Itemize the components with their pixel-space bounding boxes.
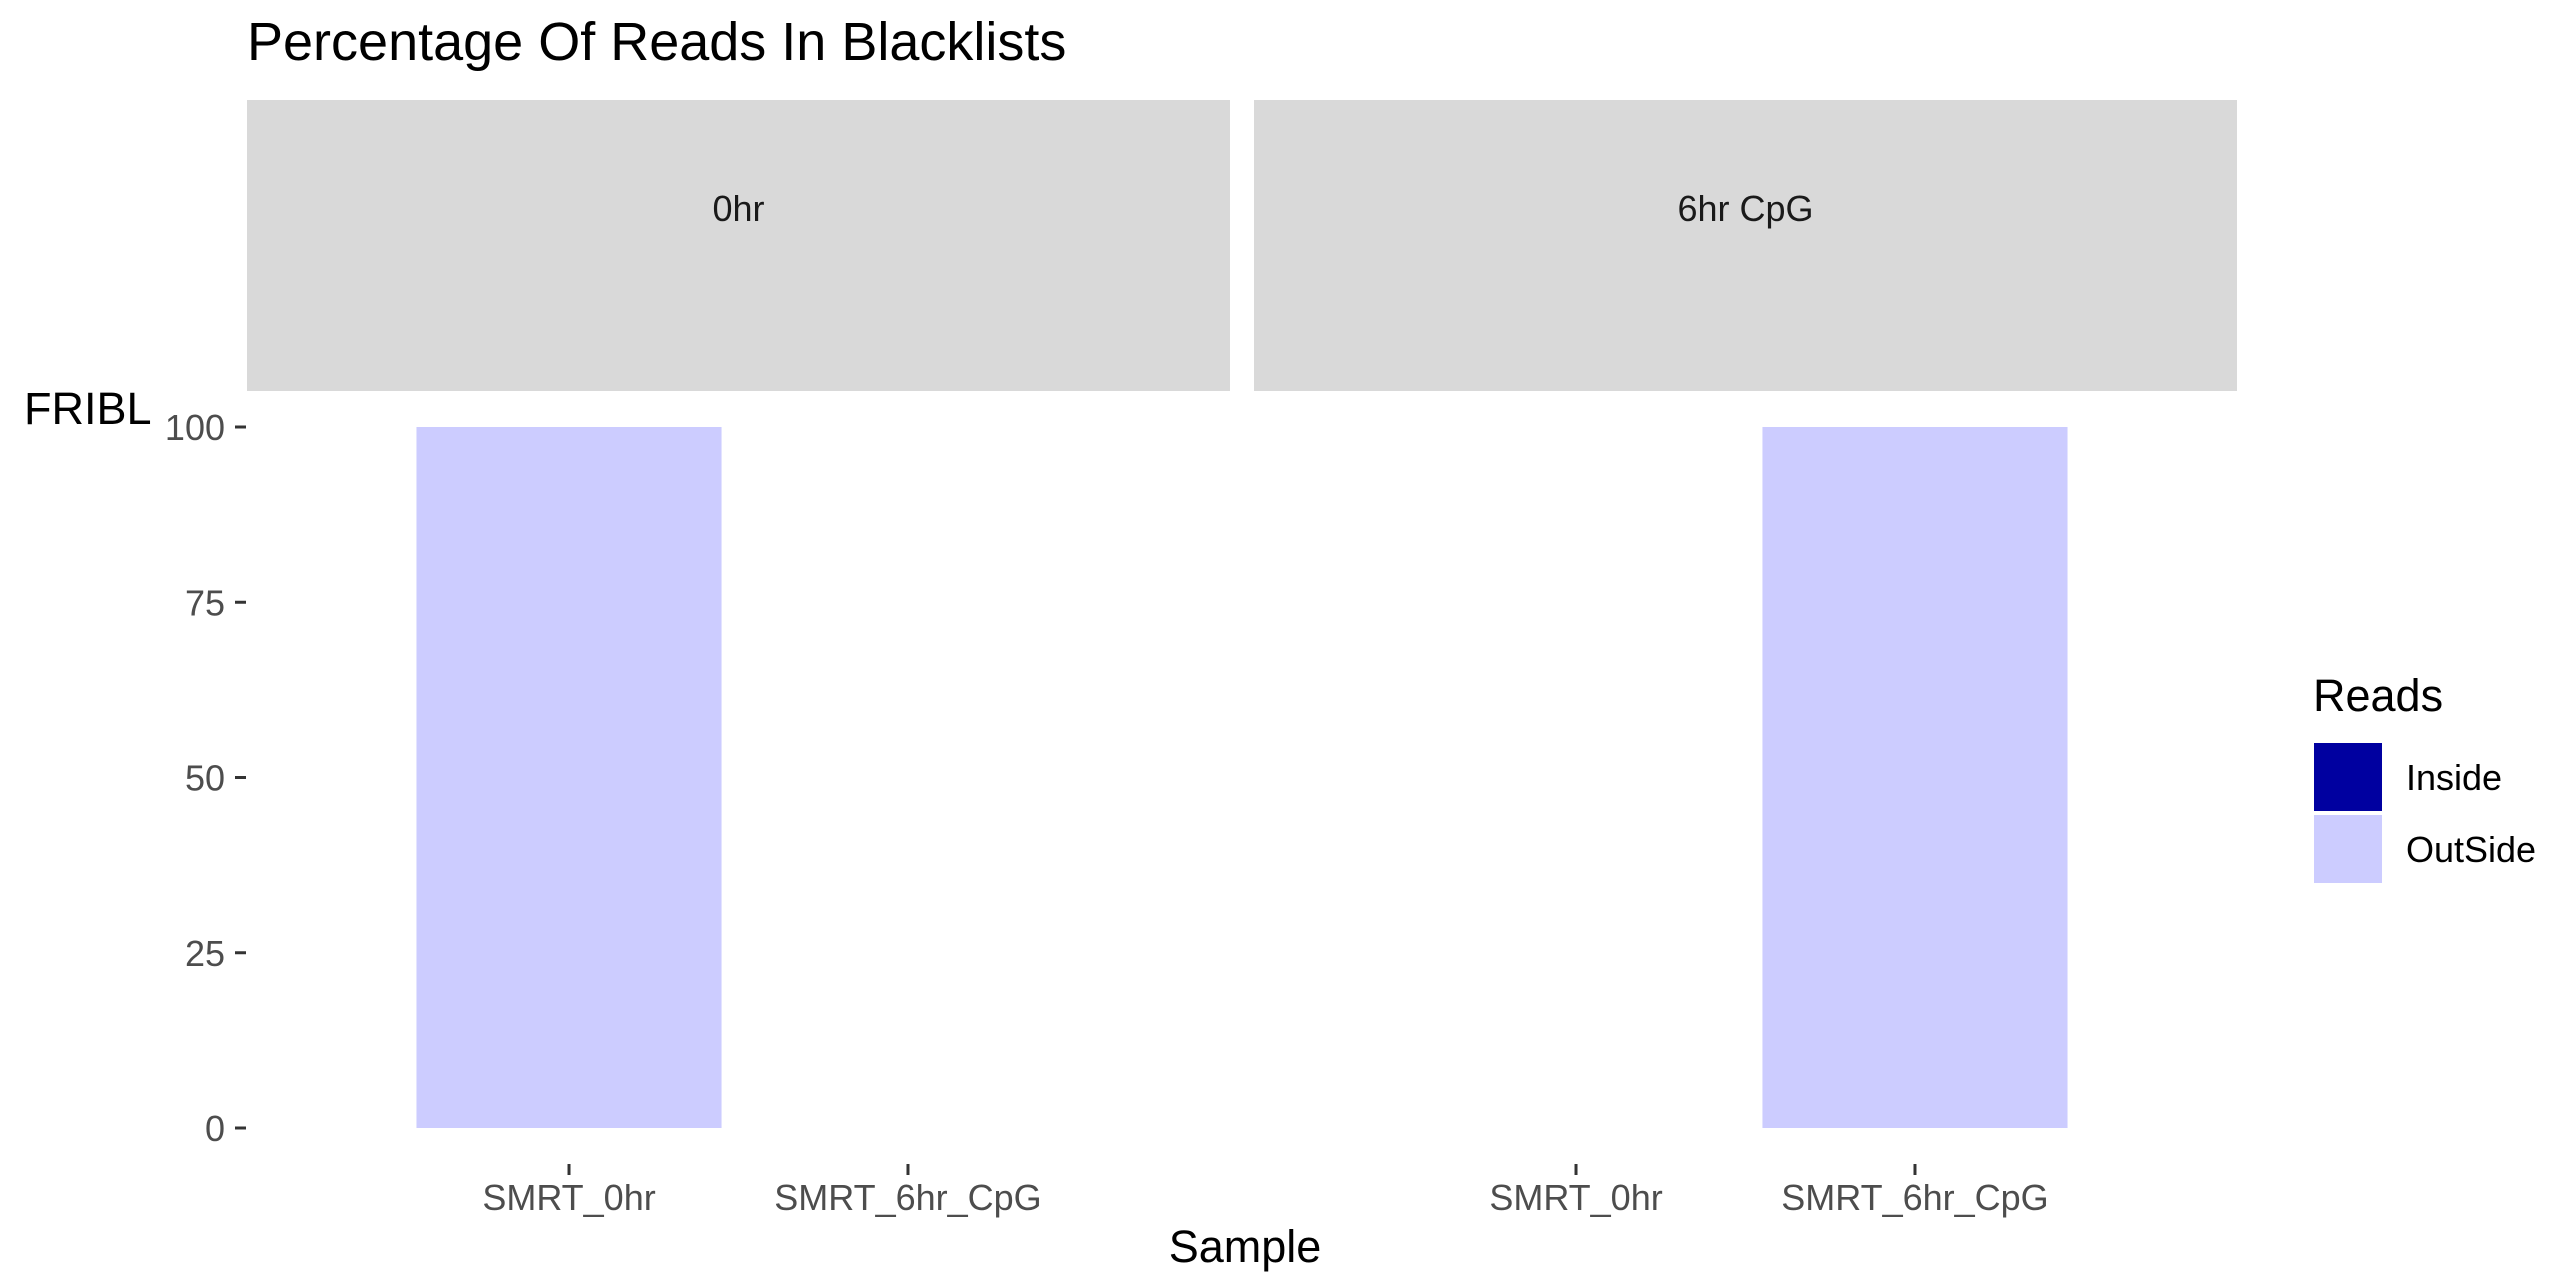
chart-title: Percentage Of Reads In Blacklists — [247, 12, 1066, 72]
legend-label: OutSide — [2406, 829, 2536, 870]
y-tick-label: 25 — [185, 933, 225, 974]
legend: Reads Inside OutSide — [2312, 670, 2536, 885]
bar — [1762, 427, 2068, 1128]
bar — [416, 427, 722, 1128]
x-tick-label: SMRT_6hr_CpG — [1781, 1177, 2048, 1218]
x-tick-label: SMRT_0hr — [1489, 1177, 1662, 1218]
x-tick-label: SMRT_0hr — [482, 1177, 655, 1218]
y-tick-label: 75 — [185, 582, 225, 623]
facet-strip-label: 6hr CpG — [1677, 188, 1813, 229]
facet-panel: 0hr SMRT_0hr SMRT_6hr_CpG — [247, 100, 1230, 1218]
facet-strip-label: 0hr — [712, 188, 764, 229]
y-axis-title: FRIBL — [24, 383, 152, 434]
y-tick-label: 50 — [185, 758, 225, 799]
facet-strip — [1254, 100, 2237, 391]
legend-label: Inside — [2406, 757, 2502, 798]
legend-key — [2312, 813, 2384, 885]
y-tick-label: 0 — [205, 1108, 225, 1149]
y-axis: 0 25 50 75 100 — [165, 407, 246, 1149]
legend-key — [2312, 741, 2384, 813]
y-tick-label: 100 — [165, 407, 225, 448]
facet-strip — [247, 100, 1230, 391]
x-axis-title: Sample — [1169, 1221, 1322, 1272]
x-tick-label: SMRT_6hr_CpG — [774, 1177, 1041, 1218]
legend-title: Reads — [2313, 670, 2443, 721]
facet-panel: 6hr CpG SMRT_0hr SMRT_6hr_CpG — [1254, 100, 2237, 1218]
facet-panels: 0hr SMRT_0hr SMRT_6hr_CpG 6hr CpG SMRT_0hr SM… — [247, 100, 2237, 1218]
